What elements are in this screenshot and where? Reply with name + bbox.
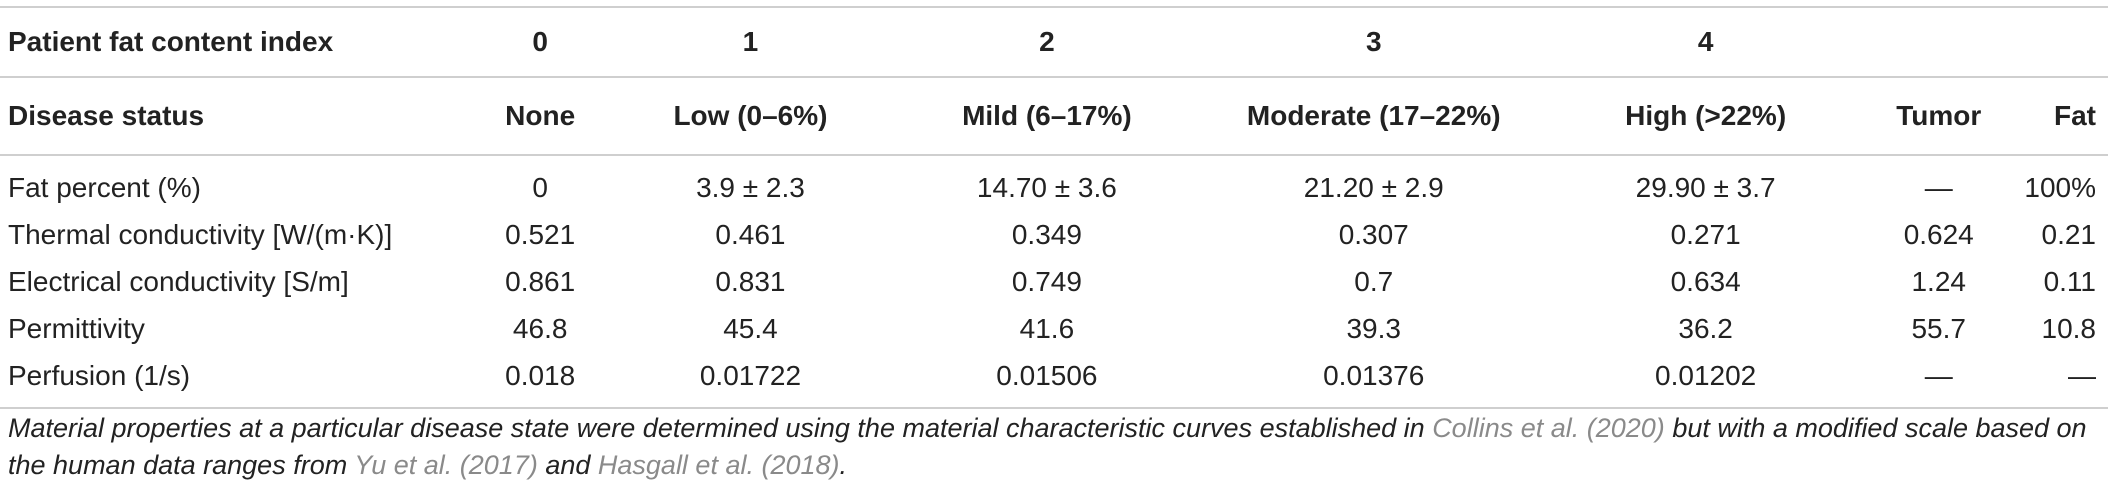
header-cell xyxy=(1862,6,2015,78)
row-label: Thermal conductivity [W/(m·K)] xyxy=(8,218,393,250)
table-cell: 0.01722 xyxy=(606,352,895,409)
table-cell: 46.8 xyxy=(512,312,568,344)
table-cell: 39.3 xyxy=(1346,312,1401,344)
table-cell: 0.521 xyxy=(505,218,576,250)
caption-text: but with a modified scale based on the h… xyxy=(8,413,2087,480)
caption-text: Material properties at a particular dise… xyxy=(8,413,1433,443)
table-cell: 14.70 ± 3.6 xyxy=(976,171,1117,203)
table-cell: 0.11 xyxy=(2043,265,2096,297)
table-cell: 0 xyxy=(532,171,548,203)
table-cell: 0.7 xyxy=(1354,265,1394,297)
table-cell: 41.6 xyxy=(1019,312,1075,344)
table-cell: 0.624 xyxy=(1903,218,1974,250)
citation-link[interactable]: Collins et al. (2020) xyxy=(1432,413,1665,443)
table-row: Fat percent (%) 0 3.9 ± 2.3 14.70 ± 3.6 … xyxy=(0,155,2108,211)
header-row-index: Patient fat content index 0 1 2 3 4 xyxy=(0,6,2108,78)
header-row-status: Disease status None Low (0–6%) Mild (6–1… xyxy=(0,77,2108,156)
table-cell: 45.4 xyxy=(723,312,778,344)
row-label: Fat percent (%) xyxy=(8,171,201,203)
row-label: Perfusion (1/s) xyxy=(0,352,475,409)
table-cell: 0.271 xyxy=(1670,218,1741,250)
header-cell: 0 xyxy=(474,6,607,78)
table-row: Electrical conductivity [S/m] 0.861 0.83… xyxy=(0,258,2108,305)
data-table: Patient fat content index 0 1 2 3 4 Dise… xyxy=(0,6,2108,409)
table-row: Perfusion (1/s) 0.018 0.01722 0.01506 0.… xyxy=(0,352,2108,409)
header-cell: 1 xyxy=(606,6,895,78)
table-cell: 0.01376 xyxy=(1198,352,1549,409)
table-cell: 1.24 xyxy=(1911,265,1966,297)
citation-link[interactable]: Hasgall et al. (2018) xyxy=(597,450,840,480)
table-cell: 0.01506 xyxy=(894,352,1199,409)
header-cell: Disease status xyxy=(0,77,475,156)
table-cell: 10.8 xyxy=(2041,312,2097,344)
table-cell: 3.9 ± 2.3 xyxy=(696,171,805,203)
header-cell: Fat xyxy=(2014,77,2108,156)
header-cell: 2 xyxy=(894,6,1199,78)
caption-text: . xyxy=(839,450,848,480)
header-cell xyxy=(2014,6,2108,78)
table-row: Permittivity 46.8 45.4 41.6 39.3 36.2 55… xyxy=(0,305,2108,352)
caption-text: and xyxy=(537,450,598,480)
table-cell: 0.01202 xyxy=(1548,352,1863,409)
header-cell: Patient fat content index xyxy=(0,6,475,78)
table-cell: 0.831 xyxy=(715,265,786,297)
table-cell: 36.2 xyxy=(1678,312,1733,344)
table-cell: 29.90 ± 3.7 xyxy=(1635,171,1776,203)
header-cell: Moderate (17–22%) xyxy=(1198,77,1549,156)
header-cell: Tumor xyxy=(1862,77,2015,156)
table-cell: — xyxy=(2014,352,2108,409)
header-cell: Low (0–6%) xyxy=(606,77,895,156)
table-cell: 0.018 xyxy=(474,352,607,409)
table-cell: 0.749 xyxy=(1011,265,1082,297)
table-cell: 0.307 xyxy=(1338,218,1409,250)
table-cell: 0.861 xyxy=(505,265,576,297)
table-cell: — xyxy=(1862,352,2015,409)
header-cell: 4 xyxy=(1548,6,1863,78)
table-cell: 0.21 xyxy=(2041,218,2097,250)
table-row: Thermal conductivity [W/(m·K)] 0.521 0.4… xyxy=(0,211,2108,258)
table-cell: 0.461 xyxy=(715,218,786,250)
table-cell: — xyxy=(1924,171,1953,203)
row-label: Electrical conductivity [S/m] xyxy=(8,265,349,297)
header-cell: 3 xyxy=(1198,6,1549,78)
table-cell: 0.349 xyxy=(1011,218,1082,250)
table-cell: 55.7 xyxy=(1911,312,1966,344)
table-caption: Material properties at a particular dise… xyxy=(8,410,2108,484)
row-label: Permittivity xyxy=(8,312,145,344)
header-cell: High (>22%) xyxy=(1548,77,1863,156)
citation-link[interactable]: Yu et al. (2017) xyxy=(354,450,538,480)
table-cell: 21.20 ± 2.9 xyxy=(1303,171,1444,203)
table-cell: 100% xyxy=(2024,171,2096,203)
header-cell: Mild (6–17%) xyxy=(894,77,1199,156)
header-cell: None xyxy=(474,77,607,156)
table-cell: 0.634 xyxy=(1670,265,1741,297)
